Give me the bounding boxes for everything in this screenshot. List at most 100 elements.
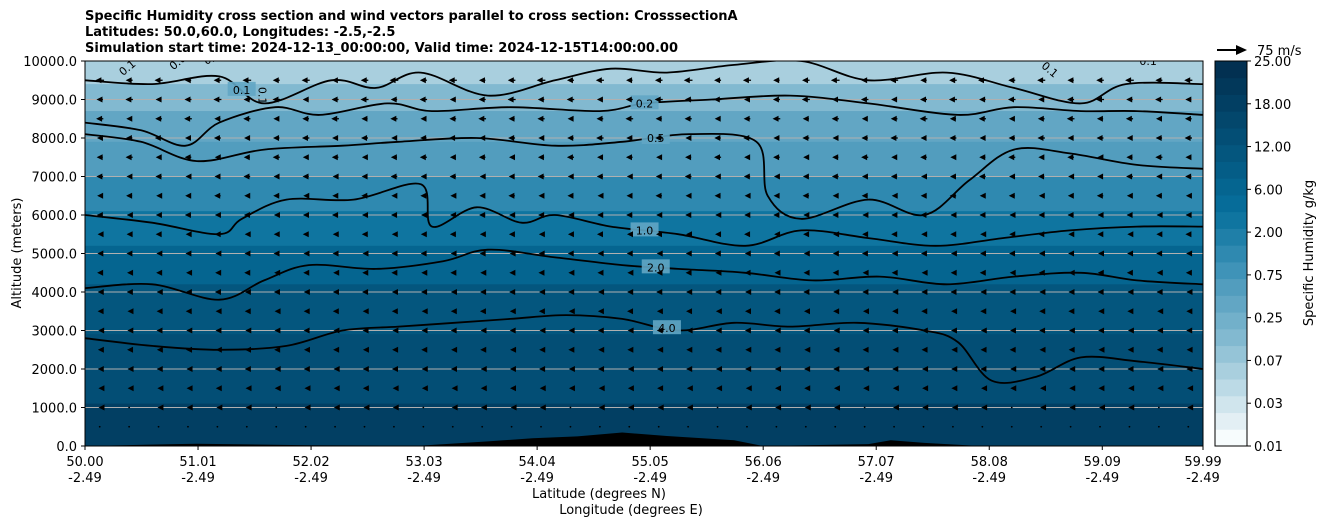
wind-vector [1068,346,1075,353]
contour-label-bg-2.0 [641,259,670,274]
wind-vector [450,250,457,257]
wind-vector [949,192,957,199]
wind-vector [950,212,957,218]
x-tick-label-4: 54.04 [519,455,556,470]
wind-vector [96,135,103,141]
wind-vector [128,406,131,409]
wind-vector [450,327,457,334]
wind-vector [333,366,340,372]
wind-vector [1186,289,1193,295]
wind-vector [950,250,957,257]
wind-vector [686,404,693,411]
wind-vector [98,385,105,392]
wind-vector [627,346,634,353]
wind-vector [1009,346,1016,353]
wind-vector [892,404,899,411]
wind-vector [362,212,369,218]
wind-vector [714,173,721,180]
wind-vector [126,115,133,122]
wind-vector [362,289,369,295]
wind-vector [155,115,162,122]
wind-vector [214,289,221,295]
wind-vector [1098,308,1105,315]
wind-vector [980,289,987,295]
wind-vector [656,327,663,334]
wind-vector [391,269,398,276]
wind-vector [951,308,958,315]
y-tick-label-3: 3000.0 [32,325,78,340]
wind-vector [1068,231,1075,238]
wind-vector [1096,77,1104,84]
wind-vector [273,173,280,180]
y-tick-label-1: 1000.0 [32,402,78,417]
wind-vector [625,115,634,122]
wind-vector [1157,406,1160,409]
wind-vector [1069,366,1076,372]
wind-vector [303,289,310,295]
wind-vector [480,385,487,392]
wind-vector [685,154,692,161]
wind-vector [745,346,752,353]
wind-vector [214,173,221,180]
wind-vector [184,154,192,161]
quiver-key-label: 75 m/s [1257,44,1302,59]
y-tick-label-0: 0.0 [56,440,77,455]
wind-vector [332,308,339,315]
wind-vector [598,385,605,392]
wind-vector [157,425,160,428]
wind-vector [1068,269,1075,276]
wind-vector [715,346,722,353]
wind-vector [744,192,751,199]
wind-vector [450,308,457,315]
wind-vector [773,192,780,199]
wind-vector [510,404,517,411]
wind-vector [186,404,193,411]
wind-vector [802,173,809,180]
colorbar-swatch-21 [1215,77,1247,95]
wind-vector [774,327,781,334]
wind-vector [274,327,281,334]
wind-vector [801,96,810,103]
wind-vector [331,77,339,84]
wind-vector [98,425,101,428]
wind-vector [450,269,457,276]
wind-vector [333,404,340,411]
wind-vector [154,77,163,84]
wind-vector [891,231,898,238]
wind-vector [1067,77,1074,84]
wind-vector [362,308,369,315]
wind-vector [478,96,486,103]
wind-vector [125,154,133,161]
colorbar-swatch-7 [1215,312,1247,330]
wind-vector [1127,231,1134,238]
wind-vector [244,250,251,257]
wind-vector [892,289,899,295]
contour-line-0.5 [85,132,1203,220]
wind-vector [243,154,250,161]
wind-vector [332,192,339,199]
wind-vector [362,269,369,276]
colorbar-swatch-2 [1215,395,1247,414]
wind-vector [508,115,515,122]
wind-vector [480,269,487,276]
wind-vector [862,231,869,238]
wind-vector [390,96,398,103]
wind-vector [125,77,133,84]
wind-vector [1008,96,1016,103]
wind-vector [745,385,752,392]
colorbar-swatch-5 [1215,345,1247,363]
wind-vector [156,366,163,372]
wind-vector [921,289,928,295]
wind-vector [478,115,487,122]
x-tick-label-8: 58.08 [971,455,1008,470]
x-tick-label2-5: -2.49 [633,471,667,486]
wind-vectors [95,77,1194,428]
wind-vector [745,289,752,295]
wind-vector [215,269,222,276]
wind-vector [803,269,810,276]
wind-vector [422,406,425,409]
wind-vector [1097,231,1104,238]
wind-vector [390,115,398,122]
x-tick-label2-4: -2.49 [520,471,554,486]
